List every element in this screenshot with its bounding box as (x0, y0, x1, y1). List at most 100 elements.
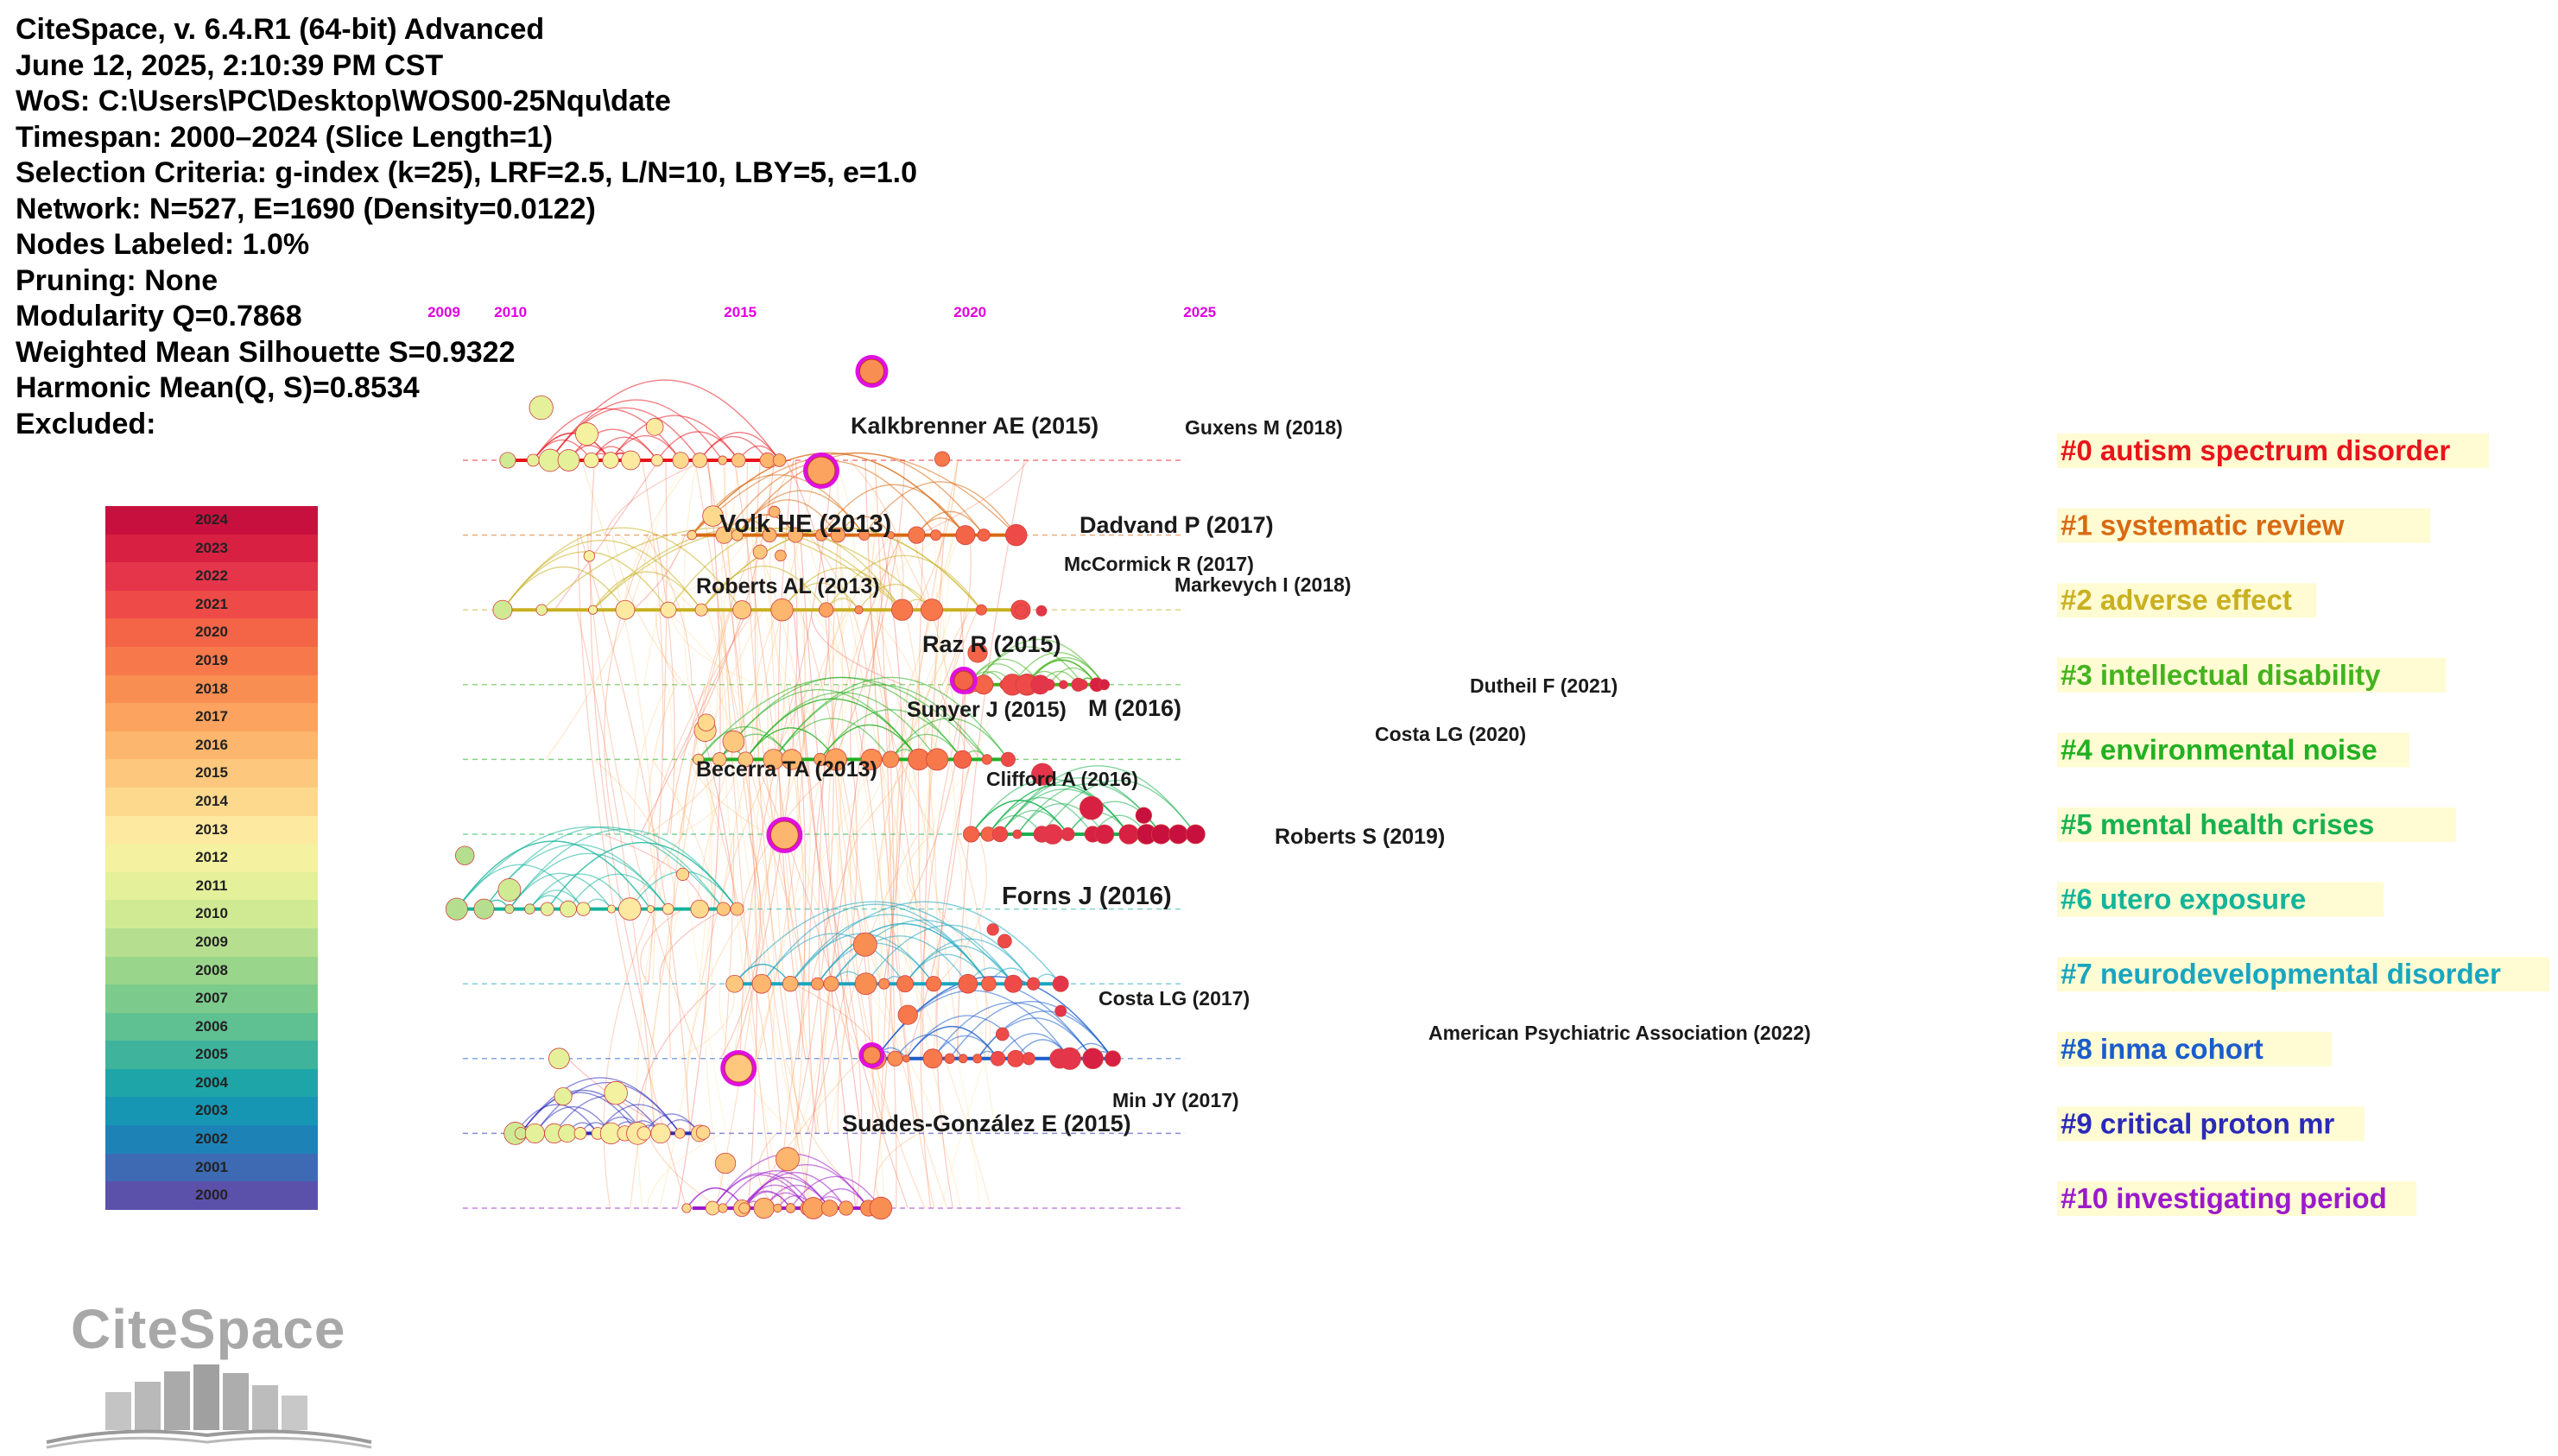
reference-node[interactable] (529, 395, 554, 421)
reference-label[interactable]: Raz R (2015) (922, 631, 1061, 657)
reference-node[interactable] (650, 453, 664, 467)
reference-node[interactable] (1004, 523, 1028, 547)
reference-node[interactable] (990, 1051, 1006, 1067)
reference-label[interactable]: M (2016) (1088, 695, 1181, 721)
reference-node[interactable] (922, 1048, 943, 1069)
reference-node[interactable] (811, 977, 824, 991)
reference-node[interactable] (1186, 824, 1206, 845)
reference-node[interactable] (697, 713, 716, 731)
cluster-label[interactable]: #7 neurodevelopmental disorder (2061, 958, 2501, 990)
reference-node[interactable] (1059, 680, 1068, 690)
reference-node[interactable] (524, 1123, 545, 1143)
reference-node[interactable] (896, 975, 914, 993)
reference-label[interactable]: Forns J (2016) (1002, 883, 1172, 910)
reference-node[interactable] (839, 1200, 854, 1216)
reference-node[interactable] (958, 973, 978, 994)
reference-node[interactable] (1099, 679, 1110, 691)
reference-node[interactable] (617, 897, 642, 921)
reference-node[interactable] (1058, 1047, 1081, 1070)
reference-node[interactable] (925, 976, 942, 992)
reference-node[interactable] (986, 923, 999, 936)
reference-node[interactable] (1061, 827, 1075, 841)
reference-node[interactable] (955, 525, 976, 546)
reference-node[interactable] (891, 598, 914, 621)
reference-node[interactable] (681, 1203, 692, 1213)
reference-node[interactable] (1105, 1050, 1121, 1067)
reference-node[interactable] (725, 974, 744, 993)
reference-label[interactable]: Dadvand P (2017) (1080, 512, 1274, 538)
reference-node[interactable] (1026, 977, 1041, 991)
reference-node[interactable] (576, 902, 591, 916)
cluster-label[interactable]: #2 adverse effect (2061, 584, 2292, 616)
burst-node[interactable] (807, 456, 836, 485)
reference-node[interactable] (785, 1203, 796, 1213)
reference-node[interactable] (852, 932, 877, 957)
reference-node[interactable] (540, 902, 554, 916)
reference-label[interactable]: Sunyer J (2015) (907, 698, 1067, 722)
reference-node[interactable] (1052, 975, 1069, 992)
reference-node[interactable] (869, 1196, 893, 1220)
reference-label[interactable]: Kalkbrenner AE (2015) (851, 413, 1099, 439)
reference-node[interactable] (738, 751, 754, 768)
reference-node[interactable] (1094, 824, 1115, 845)
reference-node[interactable] (782, 975, 799, 992)
reference-node[interactable] (967, 643, 988, 663)
reference-node[interactable] (991, 826, 1009, 843)
reference-node[interactable] (887, 531, 896, 540)
reference-node[interactable] (524, 903, 535, 915)
reference-node[interactable] (934, 451, 951, 467)
cluster-label[interactable]: #3 intellectual disability (2061, 659, 2381, 691)
reference-node[interactable] (1031, 763, 1054, 786)
reference-label[interactable]: Costa LG (2017) (1099, 987, 1250, 1010)
reference-node[interactable] (445, 897, 468, 921)
reference-node[interactable] (830, 527, 845, 543)
reference-node[interactable] (902, 1054, 910, 1063)
reference-node[interactable] (676, 867, 690, 881)
reference-node[interactable] (455, 845, 475, 865)
reference-node[interactable] (921, 598, 943, 622)
reference-node[interactable] (645, 418, 664, 436)
reference-node[interactable] (606, 904, 616, 914)
reference-label[interactable]: Volk HE (2013) (719, 510, 891, 538)
burst-node[interactable] (858, 358, 884, 384)
reference-node[interactable] (674, 1128, 686, 1139)
reference-label[interactable]: Costa LG (2020) (1375, 723, 1526, 745)
reference-node[interactable] (602, 452, 619, 469)
reference-node[interactable] (560, 900, 577, 918)
burst-node[interactable] (769, 820, 799, 850)
reference-node[interactable] (824, 748, 847, 771)
reference-node[interactable] (732, 600, 752, 620)
reference-node[interactable] (702, 505, 724, 527)
reference-node[interactable] (575, 422, 598, 446)
reference-node[interactable] (1054, 1004, 1067, 1017)
reference-node[interactable] (801, 1197, 825, 1219)
reference-node[interactable] (818, 602, 834, 617)
reference-node[interactable] (762, 528, 777, 543)
reference-node[interactable] (504, 904, 515, 915)
reference-node[interactable] (672, 452, 690, 469)
reference-node[interactable] (636, 1126, 651, 1141)
burst-node[interactable] (724, 1054, 753, 1083)
reference-label[interactable]: Suades-González E (2015) (842, 1111, 1131, 1136)
reference-node[interactable] (535, 604, 548, 616)
reference-node[interactable] (690, 899, 709, 919)
reference-node[interactable] (738, 1202, 750, 1214)
reference-label[interactable]: Becerra TA (2013) (696, 757, 877, 782)
reference-node[interactable] (897, 1004, 918, 1025)
reference-node[interactable] (718, 1203, 728, 1213)
reference-node[interactable] (716, 902, 731, 916)
reference-node[interactable] (615, 599, 636, 620)
reference-node[interactable] (751, 973, 772, 994)
reference-node[interactable] (814, 529, 828, 541)
reference-node[interactable] (753, 1197, 775, 1219)
reference-node[interactable] (1082, 1048, 1104, 1070)
reference-node[interactable] (882, 750, 900, 769)
reference-node[interactable] (944, 1053, 955, 1064)
reference-node[interactable] (1012, 829, 1023, 839)
reference-node[interactable] (730, 902, 744, 916)
reference-node[interactable] (499, 452, 516, 469)
reference-node[interactable] (1000, 751, 1016, 767)
reference-node[interactable] (1077, 679, 1088, 690)
reference-node[interactable] (646, 905, 655, 914)
reference-node[interactable] (660, 601, 677, 618)
